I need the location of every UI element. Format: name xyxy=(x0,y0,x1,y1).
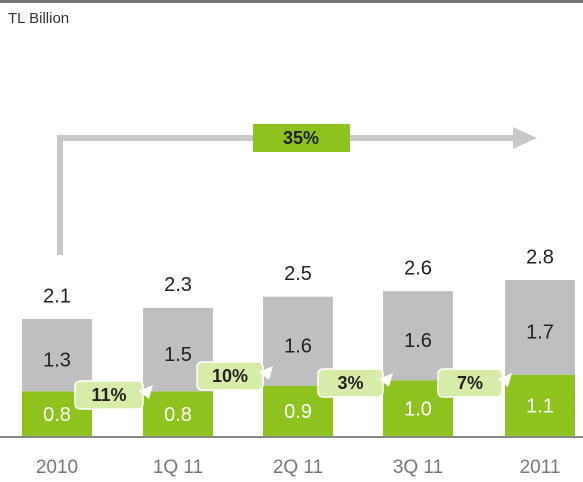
growth-label: 3% xyxy=(337,373,363,393)
x-tick-label: 3Q 11 xyxy=(393,457,443,478)
total-label: 2.8 xyxy=(526,246,554,268)
bar-segment xyxy=(143,391,213,436)
growth-label: 7% xyxy=(457,373,483,393)
segment-label: 1.1 xyxy=(526,396,554,418)
segment-label: 0.9 xyxy=(284,401,312,423)
growth-arrow xyxy=(259,366,273,380)
bar-segment xyxy=(505,280,575,375)
x-tick-label: 1Q 11 xyxy=(153,457,203,478)
total-label: 2.1 xyxy=(43,285,71,307)
growth-badge xyxy=(74,380,144,410)
unit-label: TL Billion xyxy=(8,10,69,27)
segment-label: 1.6 xyxy=(284,336,312,358)
growth-label: 11% xyxy=(91,385,126,405)
bar-segment xyxy=(505,374,575,436)
growth-badge xyxy=(196,361,264,391)
growth-label: 10% xyxy=(212,366,248,386)
x-tick-label: 2010 xyxy=(36,457,78,478)
bar-segment xyxy=(22,319,92,392)
segment-label: 1.0 xyxy=(404,398,432,420)
growth-arrow xyxy=(379,373,393,387)
segment-label: 1.7 xyxy=(526,322,554,344)
x-tick-label: 2011 xyxy=(520,457,561,478)
growth-label: 35% xyxy=(283,128,319,148)
growth-badge xyxy=(317,368,384,398)
x-tick-label: 2Q 11 xyxy=(273,457,323,478)
growth-arrowhead xyxy=(513,127,537,149)
segment-label: 1.5 xyxy=(164,344,192,366)
growth-badge xyxy=(253,124,350,152)
bar-segment xyxy=(383,291,453,381)
total-label: 2.3 xyxy=(164,274,192,296)
segment-label: 1.3 xyxy=(43,350,71,372)
segment-label: 0.8 xyxy=(43,404,71,426)
total-label: 2.6 xyxy=(404,257,432,279)
total-label: 2.5 xyxy=(284,263,312,285)
growth-arrow xyxy=(57,135,515,255)
segment-label: 0.8 xyxy=(164,404,192,426)
growth-arrow xyxy=(498,373,512,387)
growth-arrow xyxy=(139,385,153,399)
segment-label: 1.6 xyxy=(404,330,432,352)
growth-badge xyxy=(437,368,503,398)
